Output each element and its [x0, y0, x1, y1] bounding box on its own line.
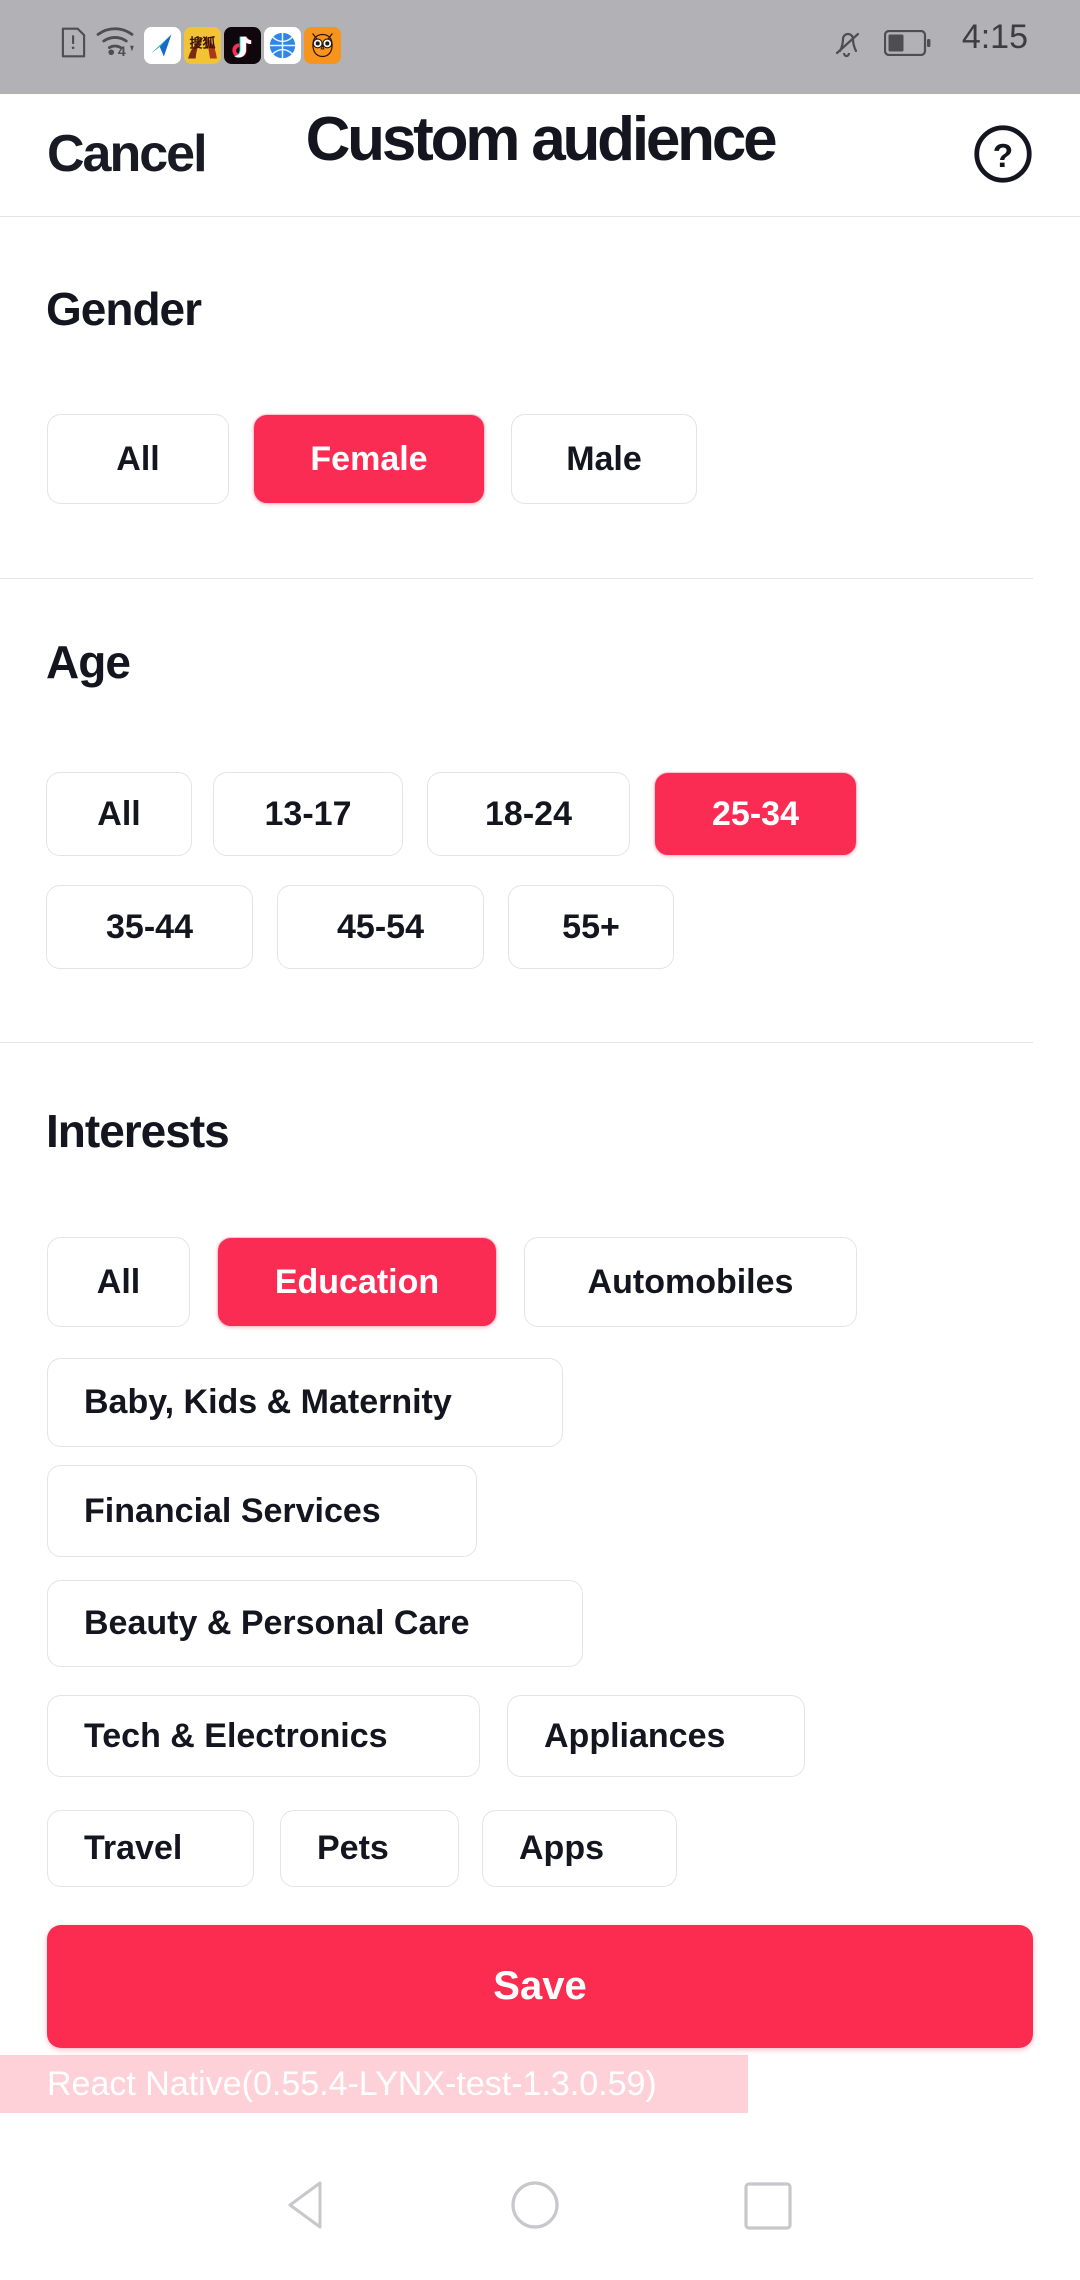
svg-text:4: 4: [118, 43, 126, 57]
svg-text:搜狐: 搜狐: [189, 36, 215, 51]
svg-text:?: ?: [993, 138, 1013, 175]
